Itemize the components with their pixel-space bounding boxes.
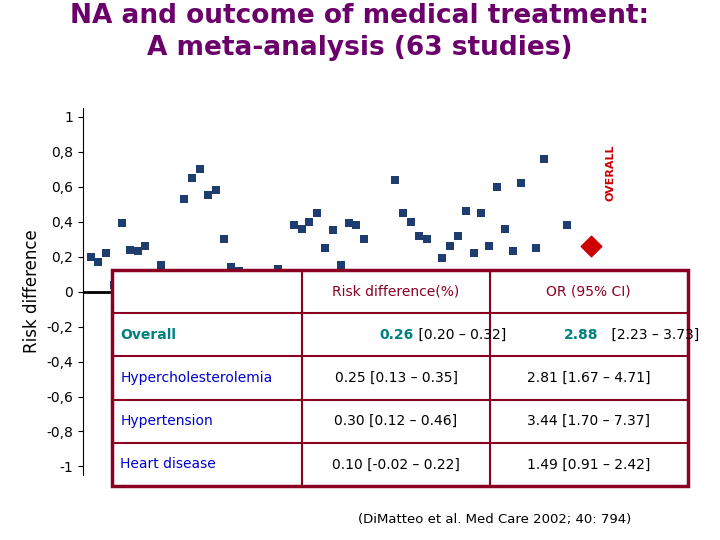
Point xyxy=(202,191,214,200)
Point xyxy=(327,226,338,235)
Point xyxy=(374,284,386,293)
Point xyxy=(288,221,300,230)
Point xyxy=(468,249,480,258)
Point xyxy=(241,296,253,305)
Text: OVERALL: OVERALL xyxy=(606,144,616,201)
Point xyxy=(225,263,237,272)
Point xyxy=(132,247,143,256)
Text: Hypercholesterolemia: Hypercholesterolemia xyxy=(120,371,272,385)
Point xyxy=(491,183,503,191)
Point xyxy=(546,305,557,313)
Point xyxy=(179,194,190,203)
Y-axis label: Risk difference: Risk difference xyxy=(22,230,40,354)
Text: Hypertension: Hypertension xyxy=(120,414,213,428)
Point xyxy=(148,280,159,289)
Point xyxy=(257,273,269,282)
Point xyxy=(366,282,378,291)
Point xyxy=(85,252,96,261)
Point xyxy=(108,280,120,289)
Point xyxy=(421,235,433,244)
Point xyxy=(397,208,409,217)
Point xyxy=(452,231,464,240)
Text: 1.49 [0.91 – 2.42]: 1.49 [0.91 – 2.42] xyxy=(527,457,650,471)
Point xyxy=(210,186,222,194)
Text: 2.88: 2.88 xyxy=(564,328,598,342)
Text: NA and outcome of medical treatment:: NA and outcome of medical treatment: xyxy=(71,3,649,29)
Point xyxy=(280,279,292,287)
Text: 2.81 [1.67 – 4.71]: 2.81 [1.67 – 4.71] xyxy=(527,371,650,385)
Point xyxy=(523,270,534,279)
Point xyxy=(413,231,425,240)
Text: OR (95% CI): OR (95% CI) xyxy=(546,285,631,299)
Point xyxy=(296,224,307,233)
Point xyxy=(233,266,245,275)
Point xyxy=(539,154,550,163)
Point xyxy=(460,207,472,215)
Text: 0.26: 0.26 xyxy=(379,328,413,342)
Point xyxy=(304,217,315,226)
Point xyxy=(186,174,198,183)
Text: Overall: Overall xyxy=(120,328,176,342)
Text: 3.44 [1.70 – 7.37]: 3.44 [1.70 – 7.37] xyxy=(527,414,650,428)
Point xyxy=(93,258,104,266)
Point xyxy=(116,219,127,228)
Point xyxy=(476,208,487,217)
Point xyxy=(531,244,542,252)
Text: [2.23 – 3.73]: [2.23 – 3.73] xyxy=(606,328,699,342)
Point xyxy=(499,224,510,233)
Point xyxy=(484,242,495,251)
Point xyxy=(163,282,174,291)
Point xyxy=(320,244,331,252)
Point xyxy=(554,331,565,340)
Text: 0.30 [0.12 – 0.46]: 0.30 [0.12 – 0.46] xyxy=(334,414,458,428)
Point xyxy=(249,277,261,286)
Point xyxy=(359,235,370,244)
Point xyxy=(140,242,151,251)
Point xyxy=(124,245,135,254)
Point xyxy=(171,284,182,293)
Point xyxy=(351,221,362,230)
Text: A meta-analysis (63 studies): A meta-analysis (63 studies) xyxy=(148,35,572,61)
Text: [0.20 – 0.32]: [0.20 – 0.32] xyxy=(414,328,506,342)
Point xyxy=(382,280,393,289)
Point xyxy=(515,179,526,187)
Point xyxy=(272,265,284,273)
Point xyxy=(429,282,441,291)
Text: (DiMatteo et al. Med Care 2002; 40: 794): (DiMatteo et al. Med Care 2002; 40: 794) xyxy=(359,514,631,526)
Point xyxy=(562,221,573,230)
Point xyxy=(101,249,112,258)
Text: 0.10 [-0.02 – 0.22]: 0.10 [-0.02 – 0.22] xyxy=(332,457,460,471)
Point xyxy=(217,235,229,244)
Point xyxy=(507,247,518,256)
Point xyxy=(405,217,417,226)
Point xyxy=(312,208,323,217)
Point xyxy=(335,261,346,269)
Point xyxy=(265,294,276,303)
Point xyxy=(156,261,167,269)
Text: Risk difference(%): Risk difference(%) xyxy=(333,285,459,299)
Text: Heart disease: Heart disease xyxy=(120,457,216,471)
Point xyxy=(194,165,206,173)
Text: 0.25 [0.13 – 0.35]: 0.25 [0.13 – 0.35] xyxy=(335,371,457,385)
Point xyxy=(444,242,456,251)
Point xyxy=(436,254,448,262)
Point xyxy=(343,219,354,228)
Point xyxy=(390,176,401,184)
Point xyxy=(585,242,597,251)
